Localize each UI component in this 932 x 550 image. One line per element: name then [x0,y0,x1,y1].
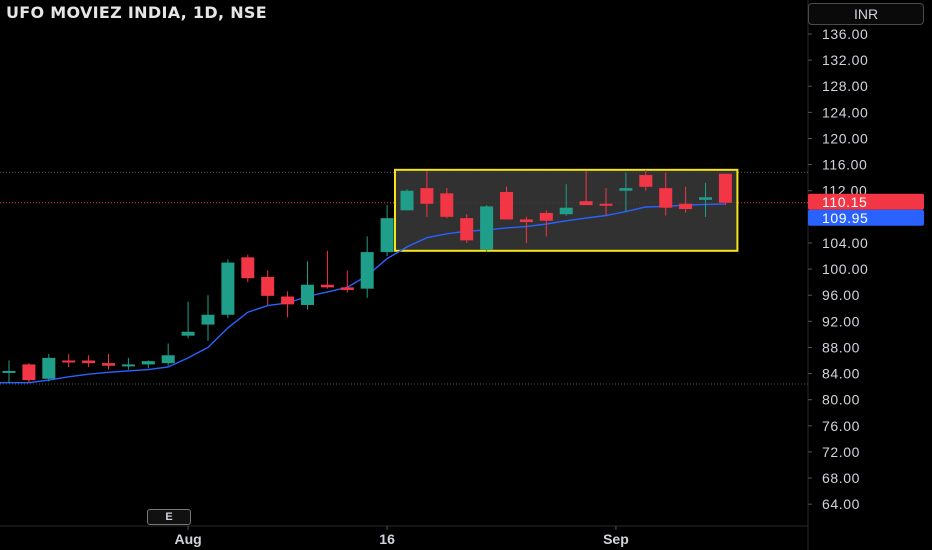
candle-body-down [460,218,474,241]
candle-body-up [221,262,235,315]
y-axis-tick-label: 88.00 [822,339,860,355]
y-axis-tick-label: 100.00 [822,261,868,277]
y-axis-tick-label: 104.00 [822,235,868,251]
candle-body-down [718,173,732,203]
candle-body-down [340,287,354,290]
candle-body-down [261,276,275,296]
candle-body-up [201,314,215,325]
candle-body-up [141,361,155,365]
y-axis-tick-label: 80.00 [822,392,860,408]
candle-body-down [420,188,434,204]
x-axis-tick-label: 16 [379,531,395,547]
candle-body-down [440,193,454,217]
candle-body-down [102,363,115,366]
y-axis-tick-label: 72.00 [822,444,860,460]
candle-body-down [599,203,613,206]
candle-body-up [301,284,314,305]
y-axis-tick-label: 84.00 [822,366,860,382]
y-axis-tick-label: 120.00 [822,130,868,146]
candle-body-up [380,218,394,253]
y-axis-tick-label: 64.00 [822,496,860,512]
ma-price-label-bg [808,209,924,226]
candle-body-up [559,207,573,215]
candle-body-down [539,212,553,221]
candle-body-down [679,203,693,210]
candle-body-down [579,201,593,206]
candle-body-down [22,364,36,381]
y-axis-tick-label: 124.00 [822,104,868,120]
x-axis-tick-label: Aug [174,531,201,547]
candle-body-down [500,192,513,220]
candle-body-up [619,188,633,191]
candle-body-up [2,370,16,373]
earnings-event-marker[interactable]: E [147,509,191,525]
last-price-label: 110.15 [822,194,867,210]
y-axis-tick-label: 68.00 [822,470,860,486]
candle-body-up [161,355,175,364]
candle-body-up [181,331,195,336]
last-price-label-bg [808,193,924,210]
x-axis-tick-label: Sep [603,531,629,547]
candle-body-up [400,190,414,211]
candle-body-up [42,357,56,379]
candle-body-up [699,197,712,200]
candle-body-down [281,296,295,305]
y-axis-tick-label: 96.00 [822,287,860,303]
y-axis-tick-label: 132.00 [822,52,868,68]
candle-body-up [121,364,135,367]
y-axis-tick-label: 128.00 [822,78,868,94]
candle-body-up [360,252,374,289]
candle-body-down [241,257,255,279]
moving-average-line [0,203,726,384]
currency-button[interactable]: INR [808,3,924,25]
candle-body-down [659,188,673,208]
candle-body-down [519,219,533,223]
candle-body-down [320,284,334,288]
y-axis-tick-label: 136.00 [822,26,868,42]
candle-body-down [82,360,96,364]
ma-price-label: 109.95 [822,210,868,226]
chart-title: UFO MOVIEZ INDIA, 1D, NSE [6,3,267,22]
candle-body-down [639,175,653,187]
y-axis-tick-label: 76.00 [822,418,860,434]
y-axis-tick-label: 116.00 [822,157,867,173]
y-axis-tick-label: 92.00 [822,313,860,329]
candle-body-down [62,360,76,363]
candle-body-up [480,206,494,250]
